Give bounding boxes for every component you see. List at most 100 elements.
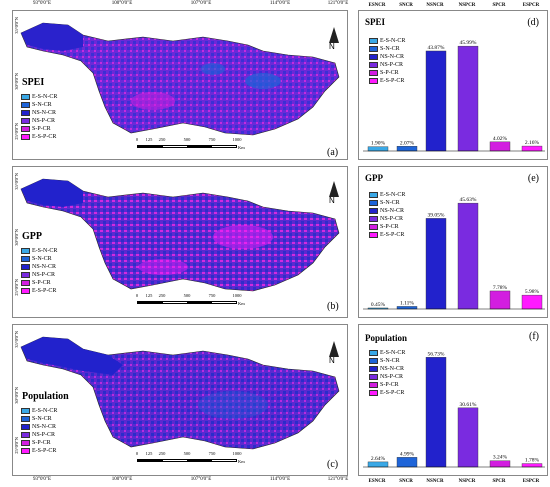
legend-row: E-S-P-CR	[21, 133, 57, 141]
legend-label: NS-N-CR	[380, 54, 405, 60]
bar-SNCR	[396, 457, 418, 468]
bar-ESPCR	[521, 145, 543, 152]
legend-row: E-S-N-CR	[21, 407, 57, 415]
bar-ESPCR	[521, 294, 543, 310]
category-label: ESNCR	[368, 479, 386, 484]
data-label: 3.24%	[493, 455, 508, 461]
data-label: 1.11%	[400, 300, 414, 306]
category-label: NSNCR	[426, 479, 444, 484]
legend-swatch	[369, 78, 378, 84]
legend-swatch	[369, 192, 378, 198]
legend-label: E-S-P-CR	[32, 448, 57, 454]
panel-label: (d)	[527, 17, 539, 28]
lon-label: 114°0'0"E	[269, 1, 291, 6]
north-arrow-icon: N	[327, 27, 341, 53]
lat-label: 35°0'0"N	[14, 173, 19, 190]
legend-row: E-S-P-CR	[369, 77, 405, 85]
legend-label: S-P-CR	[32, 440, 51, 446]
bar-SPCR	[489, 290, 511, 310]
legend-swatch	[21, 264, 30, 270]
legend-label: E-S-N-CR	[32, 94, 58, 100]
legend-row: E-S-P-CR	[369, 231, 405, 239]
legend-label: E-S-P-CR	[380, 78, 405, 84]
bar-chart-svg: 1.90% 2.07% 43.87% 45.99% 4.02% 2.16%	[363, 40, 545, 152]
legend-row: NS-P-CR	[21, 271, 57, 279]
category-label: ESPCR	[522, 479, 540, 484]
bar-SNCR	[396, 306, 418, 310]
legend-swatch	[21, 408, 30, 414]
bar-ESNCR	[367, 146, 389, 152]
chart-category-header: ESNCR SNCR NSNCR NSPCR SPCR ESPCR	[358, 1, 548, 11]
legend-row: NS-N-CR	[369, 365, 405, 373]
category-label: ESPCR	[522, 3, 540, 8]
legend-label: NS-P-CR	[380, 374, 404, 380]
legend-row: NS-N-CR	[369, 53, 405, 61]
legend-row: S-N-CR	[21, 415, 57, 423]
legend-label: NS-N-CR	[32, 424, 57, 430]
bar-NSNCR	[425, 218, 447, 310]
bar-SPCR	[489, 141, 511, 152]
lon-label: 107°0'0"E	[190, 1, 212, 6]
data-label: 4.99%	[400, 451, 415, 457]
legend-row: S-N-CR	[369, 199, 405, 207]
lon-label: 100°0'0"E	[111, 477, 133, 482]
legend-label: S-P-CR	[32, 280, 51, 286]
legend-label: E-S-P-CR	[32, 288, 57, 294]
lon-label: 107°0'0"E	[190, 477, 212, 482]
data-label: 4.02%	[493, 136, 508, 142]
data-label: 2.16%	[525, 140, 540, 146]
bar-NSPCR	[457, 407, 479, 468]
chart-panel-spei: 1.90% 2.07% 43.87% 45.99% 4.02% 2.16% SPEI (d…	[358, 10, 548, 160]
legend-row: S-N-CR	[369, 45, 405, 53]
legend-swatch	[369, 232, 378, 238]
legend-swatch	[21, 94, 30, 100]
map-legend: E-S-N-CR S-N-CR NS-N-CR NS-P-CR S-P-CR E…	[21, 407, 57, 455]
legend-swatch	[21, 134, 30, 140]
category-label: SNCR	[399, 3, 413, 8]
map-legend: E-S-N-CR S-N-CR NS-N-CR NS-P-CR S-P-CR E…	[21, 93, 57, 141]
legend-row: E-S-N-CR	[369, 37, 405, 45]
legend-row: S-P-CR	[21, 439, 57, 447]
legend-label: NS-P-CR	[380, 62, 404, 68]
category-label: ESNCR	[368, 3, 386, 8]
legend-swatch	[369, 70, 378, 76]
lat-label: 30°0'0"N	[14, 229, 19, 246]
legend-label: NS-N-CR	[380, 208, 405, 214]
category-label: NSPCR	[458, 3, 476, 8]
panel-label: (f)	[529, 331, 539, 342]
legend-swatch	[369, 382, 378, 388]
data-label: 43.87%	[428, 45, 445, 51]
legend-label: E-S-N-CR	[380, 38, 406, 44]
basin-map-gpp	[20, 178, 340, 292]
data-label: 45.99%	[460, 40, 477, 46]
chart-title: Population	[365, 333, 408, 343]
legend-swatch	[369, 366, 378, 372]
bar-SPCR	[489, 460, 511, 468]
map-legend: E-S-N-CR S-N-CR NS-N-CR NS-P-CR S-P-CR E…	[21, 247, 57, 295]
legend-label: S-P-CR	[32, 126, 51, 132]
legend-label: E-S-P-CR	[380, 232, 405, 238]
legend-row: S-N-CR	[21, 255, 57, 263]
data-label: 7.78%	[493, 285, 508, 291]
legend-swatch	[21, 256, 30, 262]
data-label: 0.45%	[371, 302, 386, 308]
legend-row: E-S-N-CR	[369, 349, 405, 357]
legend-label: S-N-CR	[32, 256, 52, 262]
legend-swatch	[369, 38, 378, 44]
panel-label: (a)	[327, 147, 339, 158]
legend-label: S-P-CR	[380, 224, 399, 230]
chart-legend: E-S-N-CR S-N-CR NS-N-CR NS-P-CR S-P-CR E…	[369, 349, 405, 397]
legend-label: E-S-P-CR	[32, 134, 57, 140]
lat-label: 35°0'0"N	[14, 331, 19, 348]
map-panel-population: 35°0'0"N 30°0'0"N 25°0'0"N Population E-…	[12, 324, 348, 476]
lat-label: 25°0'0"N	[14, 437, 19, 454]
chart-title: GPP	[365, 173, 383, 183]
legend-swatch	[21, 448, 30, 454]
longitude-labels-bottom: 93°0'0"E 100°0'0"E 107°0'0"E 114°0'0"E 1…	[12, 477, 348, 487]
legend-swatch	[369, 46, 378, 52]
map-title: GPP	[22, 231, 42, 242]
legend-row: NS-P-CR	[369, 61, 405, 69]
north-arrow-icon: N	[327, 181, 341, 207]
legend-label: NS-P-CR	[32, 118, 56, 124]
legend-label: E-S-N-CR	[32, 408, 58, 414]
